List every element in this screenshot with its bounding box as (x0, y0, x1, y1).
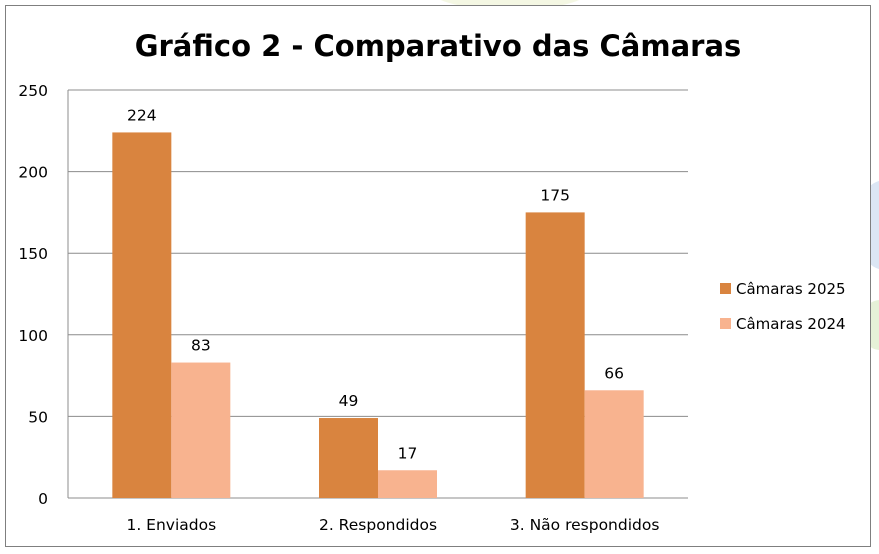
y-tick-label: 50 (28, 408, 48, 426)
legend: Câmaras 2025 Câmaras 2024 (720, 280, 846, 333)
data-label: 49 (339, 392, 359, 410)
bars (112, 132, 644, 498)
x-category-label: 1. Enviados (126, 516, 216, 534)
bar-2024 (378, 470, 437, 498)
bar-2025 (525, 212, 585, 498)
bar-2025 (112, 132, 172, 498)
bar-2024 (171, 362, 231, 498)
x-axis-categories: 1. Enviados 2. Respondidos 3. Não respondi… (126, 516, 659, 534)
y-tick-label: 200 (18, 164, 48, 182)
y-tick-label: 100 (18, 327, 48, 345)
legend-swatch-2024 (720, 318, 731, 329)
data-label: 66 (604, 364, 624, 382)
y-tick-label: 250 (18, 82, 48, 100)
data-label: 83 (191, 337, 211, 355)
x-category-label: 3. Não respondidos (510, 516, 660, 534)
y-tick-label: 150 (18, 245, 48, 263)
y-axis-ticks: 0 50 100 150 200 250 (18, 82, 48, 508)
bar-2024 (584, 390, 644, 498)
data-label: 17 (398, 444, 418, 462)
legend-swatch-2025 (720, 283, 731, 294)
chart-title: Gráfico 2 - Comparativo das Câmaras (135, 29, 742, 63)
bar-2025 (319, 418, 378, 498)
legend-label: Câmaras 2024 (736, 315, 846, 333)
x-category-label: 2. Respondidos (319, 516, 437, 534)
data-label: 224 (127, 106, 157, 124)
legend-label: Câmaras 2025 (736, 280, 846, 298)
y-tick-label: 0 (38, 490, 48, 508)
data-labels: 224 83 49 17 175 66 (127, 106, 624, 462)
data-label: 175 (540, 186, 570, 204)
